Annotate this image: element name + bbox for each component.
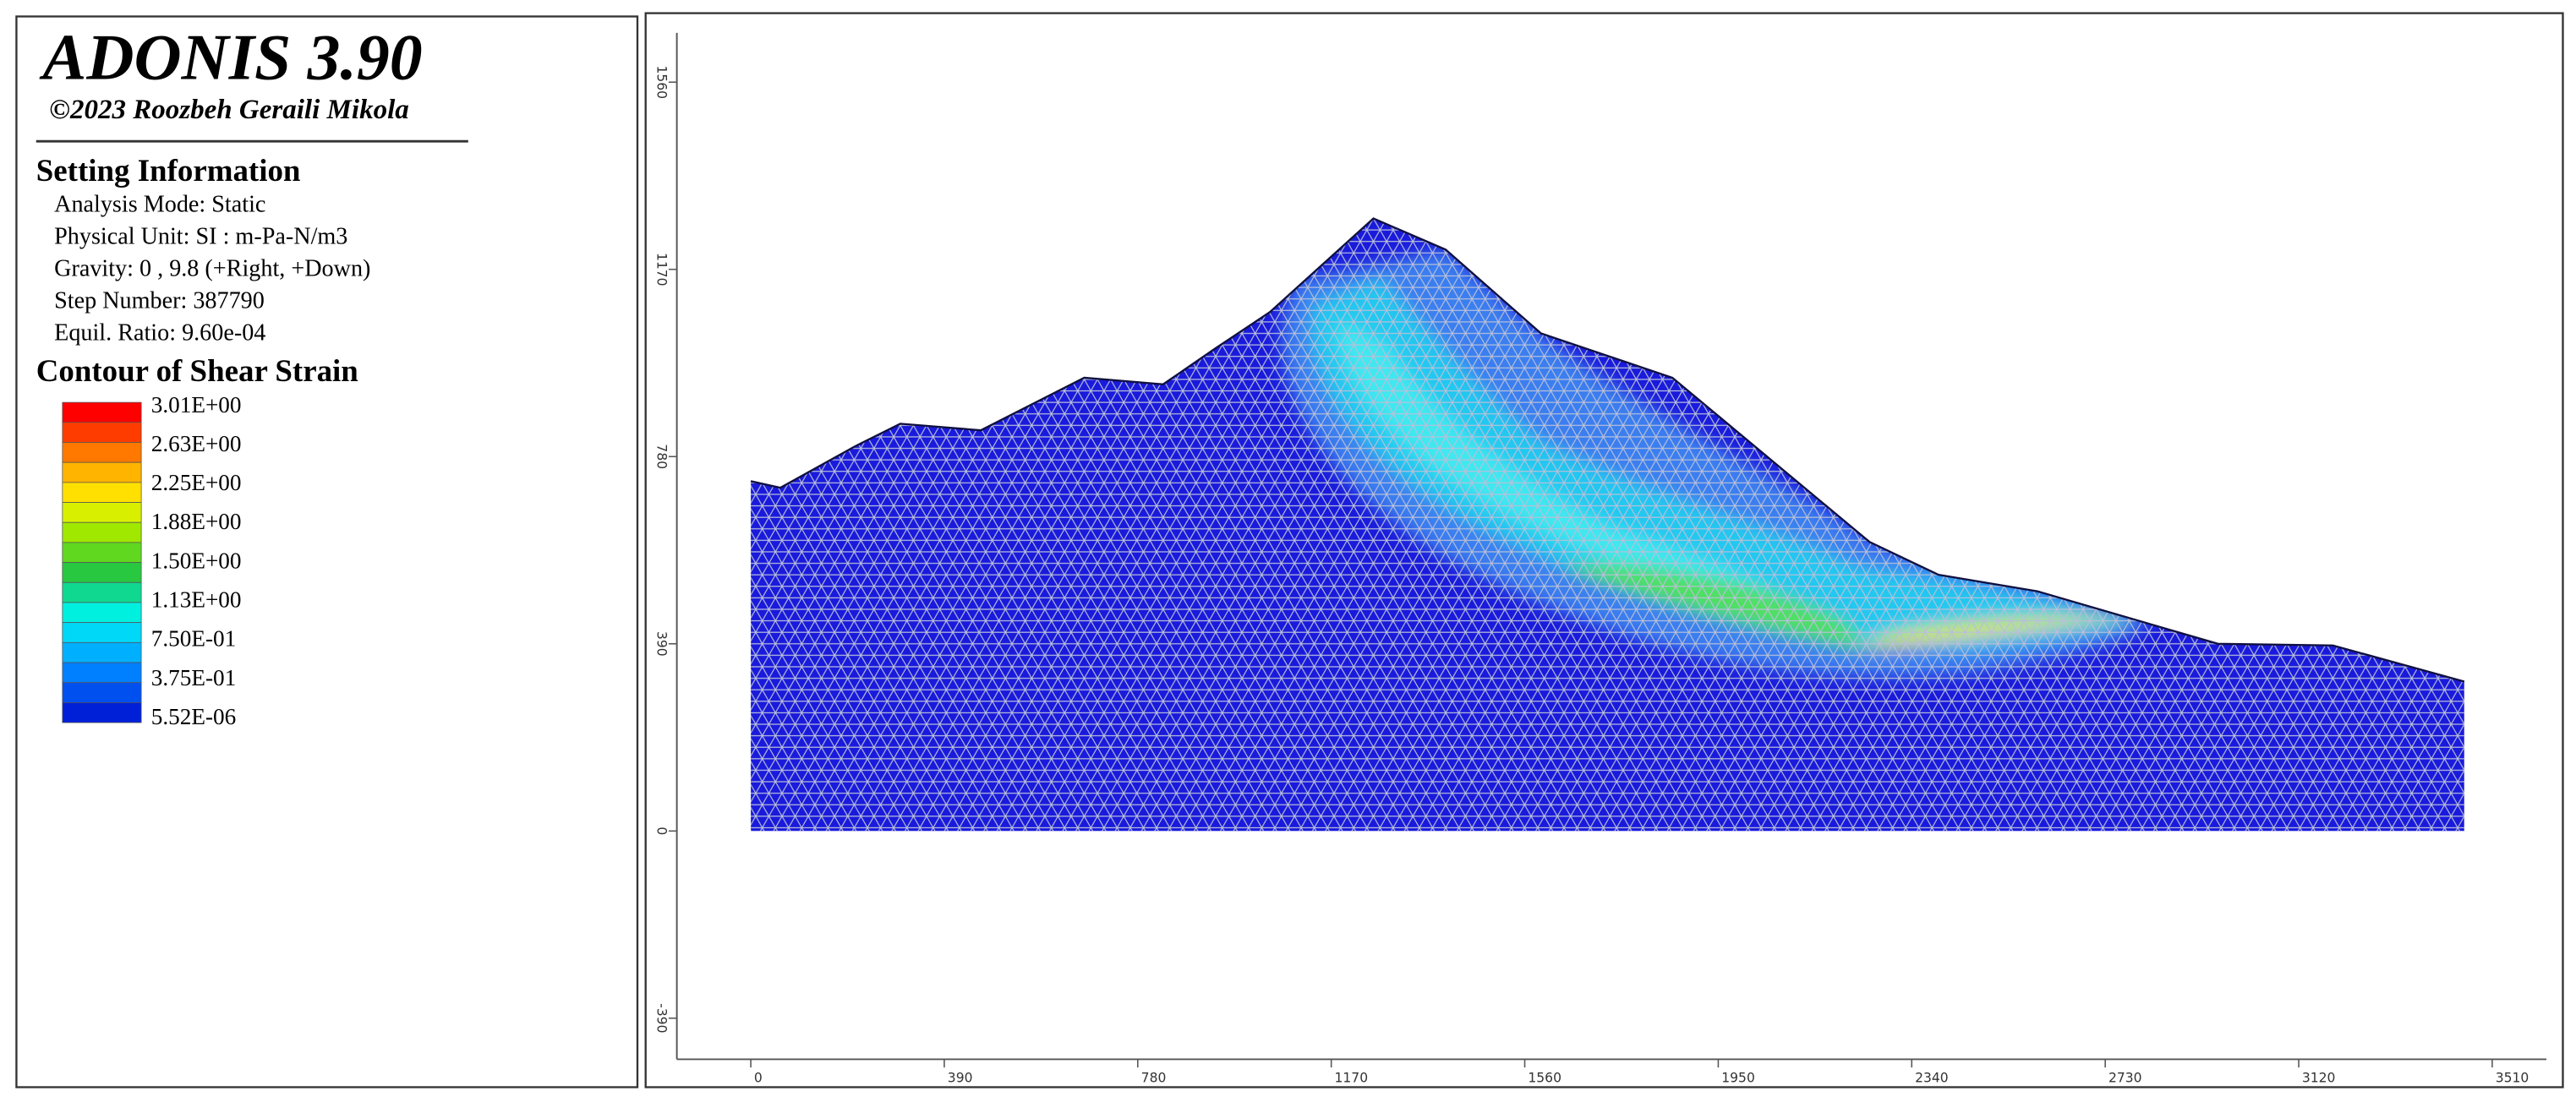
- axes: 0 390 780 1170 1560 1950 2340 2730 3120 3510 1560 1…: [654, 65, 2529, 1085]
- x-tick-label: 390: [948, 1071, 973, 1086]
- legend-swatch: [62, 562, 142, 583]
- setting-item: Gravity: 0 , 9.8 (+Right, +Down): [54, 256, 370, 282]
- legend-label: 1.13E+00: [151, 587, 242, 613]
- legend-swatch: [62, 662, 142, 684]
- legend-swatch: [62, 422, 142, 443]
- legend-swatch: [62, 682, 142, 703]
- setting-item: Physical Unit: SI : m-Pa-N/m3: [54, 224, 347, 250]
- legend-swatch: [62, 521, 142, 543]
- x-tick-label: 0: [754, 1071, 763, 1086]
- legend-label: 5.52E-06: [151, 704, 236, 729]
- x-tick-label: 780: [1141, 1071, 1167, 1086]
- legend-swatch: [62, 622, 142, 643]
- x-tick-label: 1950: [1721, 1071, 1755, 1086]
- copyright: ©2023 Roozbeh Geraili Mikola: [49, 95, 408, 125]
- legend-swatch: [62, 542, 142, 563]
- legend-swatch: [62, 461, 142, 483]
- y-tick-label: -390: [654, 1003, 669, 1033]
- y-tick-label: 1560: [654, 65, 669, 99]
- x-tick-label: 3510: [2496, 1071, 2530, 1086]
- settings-list: Analysis Mode: Static Physical Unit: SI :…: [54, 192, 370, 346]
- setting-item: Analysis Mode: Static: [54, 192, 265, 218]
- slope-outline: [750, 217, 2465, 683]
- legend: 3.01E+00 2.63E+00 2.25E+00 1.88E+00 1.50E+00…: [62, 392, 242, 729]
- setting-item: Step Number: 387790: [54, 287, 265, 314]
- legend-label: 1.88E+00: [151, 509, 242, 534]
- legend-label: 2.25E+00: [151, 470, 242, 495]
- x-tick-label: 2730: [2108, 1071, 2142, 1086]
- y-tick-label: 390: [654, 631, 669, 657]
- y-tick-label: 0: [654, 826, 669, 835]
- legend-label: 7.50E-01: [151, 626, 236, 652]
- legend-swatch: [62, 401, 142, 423]
- legend-label: 2.63E+00: [151, 431, 242, 456]
- legend-swatch: [62, 442, 142, 463]
- setting-item: Equil. Ratio: 9.60e-04: [54, 319, 265, 346]
- y-tick-label: 1170: [654, 253, 669, 286]
- y-tick-label: 780: [654, 444, 669, 469]
- legend-swatch: [62, 581, 142, 603]
- x-tick-label: 3120: [2302, 1071, 2336, 1086]
- app-title: ADONIS 3.90: [39, 20, 423, 93]
- legend-swatch: [62, 502, 142, 523]
- legend-label: 3.75E-01: [151, 665, 236, 690]
- settings-heading: Setting Information: [36, 153, 301, 188]
- x-tick-label: 1170: [1335, 1071, 1369, 1086]
- x-tick-label: 1560: [1528, 1071, 1561, 1086]
- legend-label: 3.01E+00: [151, 392, 242, 417]
- x-tick-label: 2340: [1915, 1071, 1949, 1086]
- legend-swatch: [62, 482, 142, 503]
- legend-swatch: [62, 701, 142, 723]
- legend-heading: Contour of Shear Strain: [36, 353, 358, 388]
- legend-swatch: [62, 602, 142, 624]
- legend-swatch: [62, 641, 142, 663]
- legend-label: 1.50E+00: [151, 548, 242, 573]
